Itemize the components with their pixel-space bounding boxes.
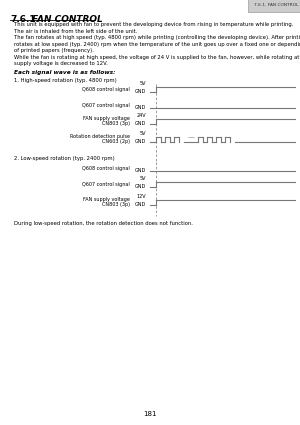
- Text: 5V: 5V: [140, 176, 146, 181]
- Text: Q608 control signal: Q608 control signal: [82, 165, 130, 170]
- Text: 5V: 5V: [140, 81, 146, 86]
- Text: During low-speed rotation, the rotation detection does not function.: During low-speed rotation, the rotation …: [14, 221, 193, 226]
- Text: Q607 control signal: Q607 control signal: [82, 181, 130, 187]
- Text: CN603 (2p): CN603 (2p): [102, 139, 130, 144]
- Text: Q607 control signal: Q607 control signal: [82, 102, 130, 108]
- Text: GND: GND: [135, 139, 146, 144]
- Text: CN803 (3p): CN803 (3p): [102, 121, 130, 126]
- Text: of printed papers (frequency).: of printed papers (frequency).: [14, 48, 94, 53]
- Text: 1. High-speed rotation (typ. 4800 rpm): 1. High-speed rotation (typ. 4800 rpm): [14, 77, 117, 82]
- Text: rotates at low speed (typ. 2400) rpm when the temperature of the unit goes up ov: rotates at low speed (typ. 2400) rpm whe…: [14, 42, 300, 46]
- Text: 181: 181: [143, 411, 157, 417]
- Text: Q608 control signal: Q608 control signal: [82, 87, 130, 91]
- Text: Rotation detection pulse: Rotation detection pulse: [70, 134, 130, 139]
- Text: Each signal wave is as follows:: Each signal wave is as follows:: [14, 70, 116, 74]
- Text: 12V: 12V: [136, 194, 146, 199]
- Text: GND: GND: [135, 168, 146, 173]
- Text: FAN supply voltage: FAN supply voltage: [83, 116, 130, 121]
- Text: CN803 (3p): CN803 (3p): [102, 202, 130, 207]
- Text: GND: GND: [135, 89, 146, 94]
- Text: 7.6.1.: 7.6.1.: [10, 15, 39, 24]
- Text: —: —: [188, 134, 194, 140]
- Text: 2. Low-speed rotation (typ. 2400 rpm): 2. Low-speed rotation (typ. 2400 rpm): [14, 156, 115, 161]
- Text: GND: GND: [135, 184, 146, 189]
- Text: While the fan is rotating at high speed, the voltage of 24 V is supplied to the : While the fan is rotating at high speed,…: [14, 54, 300, 60]
- Text: GND: GND: [135, 202, 146, 207]
- Text: FAN supply voltage: FAN supply voltage: [83, 197, 130, 202]
- Text: This unit is equipped with fan to prevent the developing device from rising in t: This unit is equipped with fan to preven…: [14, 22, 293, 27]
- Text: 5V: 5V: [140, 131, 146, 136]
- Text: supply voltage is decreased to 12V.: supply voltage is decreased to 12V.: [14, 61, 108, 66]
- Text: 24V: 24V: [136, 113, 146, 118]
- Text: GND: GND: [135, 105, 146, 110]
- Text: The air is inhaled from the left side of the unit.: The air is inhaled from the left side of…: [14, 28, 137, 34]
- Text: The fan rotates at high speed (typ. 4800 rpm) while printing (controlling the de: The fan rotates at high speed (typ. 4800…: [14, 35, 300, 40]
- Text: FAN CONTROL: FAN CONTROL: [32, 15, 103, 24]
- Text: 7.6.1. FAN CONTROL: 7.6.1. FAN CONTROL: [254, 3, 298, 7]
- Text: GND: GND: [135, 121, 146, 126]
